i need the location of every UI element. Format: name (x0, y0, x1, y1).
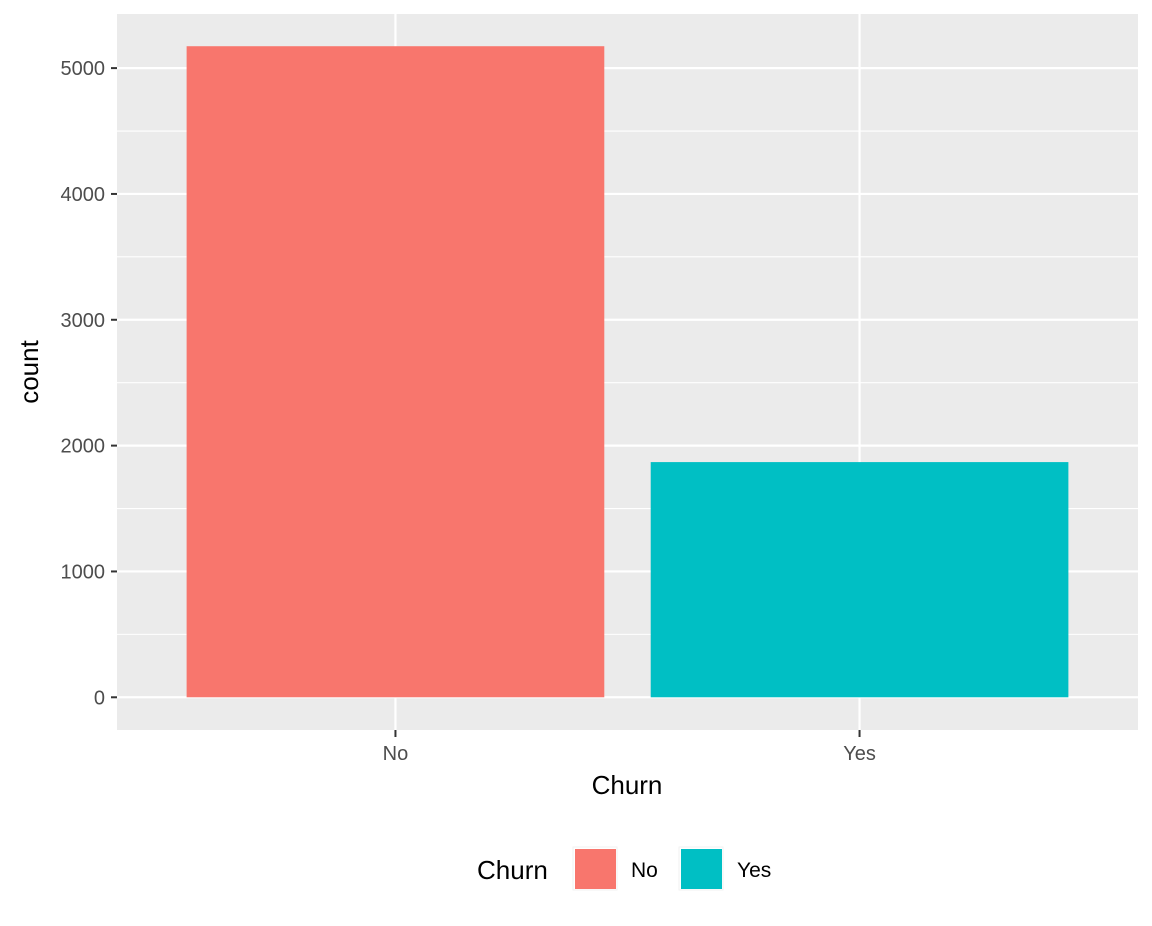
y-tick-label: 1000 (61, 561, 106, 583)
y-tick-label: 3000 (61, 310, 106, 332)
x-axis-title: Churn (592, 770, 663, 800)
legend-label-no: No (631, 859, 658, 882)
y-axis: 0 1000 2000 3000 4000 5000 (61, 58, 117, 709)
bars (186, 46, 1069, 698)
y-tick-label: 5000 (61, 58, 106, 80)
x-tick-label-yes: Yes (843, 743, 876, 765)
y-tick-label: 0 (94, 687, 105, 709)
bar-yes (650, 462, 1069, 698)
x-axis: No Yes (383, 730, 876, 765)
y-tick-label: 4000 (61, 184, 106, 206)
y-axis-title: count (14, 339, 44, 403)
legend-swatch-no (575, 849, 616, 889)
y-tick-label: 2000 (61, 436, 106, 458)
x-tick-label-no: No (383, 743, 409, 765)
legend-title: Churn (477, 855, 548, 885)
legend-label-yes: Yes (737, 859, 771, 882)
legend-swatch-yes (681, 849, 722, 889)
bar-no (186, 46, 605, 698)
legend: Churn No Yes (477, 846, 771, 891)
